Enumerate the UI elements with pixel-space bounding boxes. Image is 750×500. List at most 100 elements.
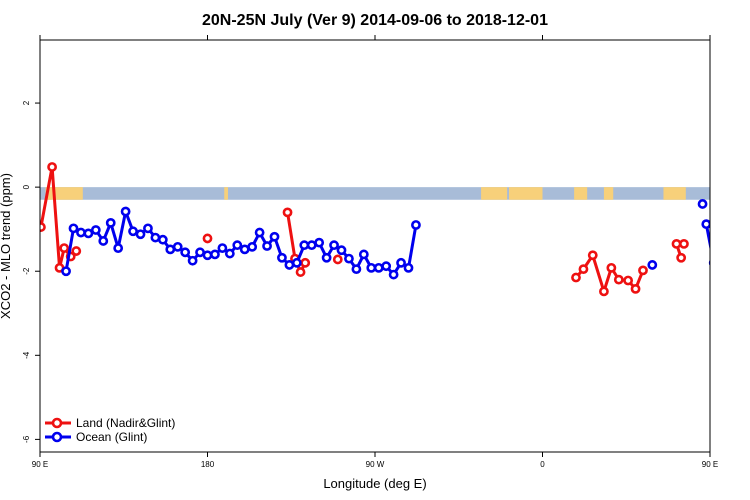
data-point [59,243,70,254]
data-point [745,163,750,170]
series-layer [40,162,750,297]
data-point [403,262,414,273]
series-land [40,162,750,297]
data-point [239,244,250,255]
land-band [663,187,686,200]
land-band [603,187,614,200]
data-point [729,272,736,279]
data-point [247,241,258,252]
data-point [606,262,617,273]
x-tick-label: 0 [540,460,545,469]
data-point [599,286,609,297]
y-tick-label: 2 [22,100,31,105]
data-point [269,231,280,242]
data-point [697,199,708,209]
land-band [224,187,228,200]
data-point [587,250,598,261]
x-tick-label: 180 [201,460,215,469]
data-point [344,253,354,264]
data-point [284,260,295,270]
data-point [224,248,235,259]
x-axis-label: Longitude (deg E) [323,476,426,491]
plot-frame [39,39,711,453]
data-point [299,240,310,251]
data-point [76,227,86,238]
y-tick-label: -2 [22,267,31,275]
data-point [143,223,153,234]
data-point [719,257,726,264]
data-point [314,237,325,248]
data-point [232,240,243,251]
data-point [113,243,124,254]
data-point [373,262,384,273]
x-tick-label: 90 E [702,460,718,469]
data-point [578,264,589,275]
legend-marker [51,417,63,429]
data-point [623,275,634,286]
x-tick-label: 90 E [32,460,48,469]
data-point [282,207,293,218]
data-point [351,264,362,275]
data-point [411,220,421,230]
legend-label: Land (Nadir&Glint) [76,416,175,430]
x-tick-label: 90 W [366,460,385,469]
land-band [509,187,543,200]
data-point [366,262,377,273]
data-point [613,274,624,285]
data-point [332,254,343,265]
data-point [71,246,82,256]
axes: 90 E 180 90 W 0 90 E 2 0 -2 -4 -6 [22,35,718,469]
data-point [135,229,146,240]
series-ocean [61,199,750,280]
y-tick-label: -4 [22,351,31,359]
data-point [277,252,287,263]
data-point [671,238,682,249]
data-point [120,206,131,217]
data-point [735,223,742,230]
data-point [388,269,399,280]
data-point [571,272,581,283]
data-point [68,223,79,234]
data-point [358,249,369,260]
y-tick-label: 0 [22,184,31,189]
data-point [61,266,71,277]
series-line [704,223,710,252]
data-point [90,225,101,235]
data-point [708,259,710,266]
data-point [47,162,57,172]
data-point [647,260,658,270]
data-point [98,236,109,246]
data-point [254,227,265,238]
series-line [714,167,750,275]
data-point [679,238,689,249]
data-point [128,226,138,237]
data-point [202,233,213,244]
data-point [157,234,168,245]
data-point [150,232,161,243]
legend-label: Ocean (Glint) [76,430,147,444]
chart-title: 20N-25N July (Ver 9) 2014-09-06 to 2018-… [202,12,548,29]
legend-marker [51,431,63,443]
land-band [481,187,508,200]
data-point [40,222,46,232]
data-point [630,283,641,294]
data-point [329,240,339,251]
data-point [202,250,213,261]
data-point [740,268,747,275]
data-point [165,244,176,255]
data-point [396,257,406,268]
data-point [180,247,191,258]
data-point [187,255,198,266]
y-axis-label: XCO2 - MLO trend (ppm) [0,173,13,319]
series-line [744,212,750,272]
data-point [217,243,228,254]
data-point [195,247,205,258]
data-point [210,249,220,260]
land-band [574,187,588,200]
data-point [381,261,392,272]
land-band [45,187,83,200]
land-ocean-strip [40,187,710,200]
data-point [300,257,311,268]
data-point [83,228,94,239]
